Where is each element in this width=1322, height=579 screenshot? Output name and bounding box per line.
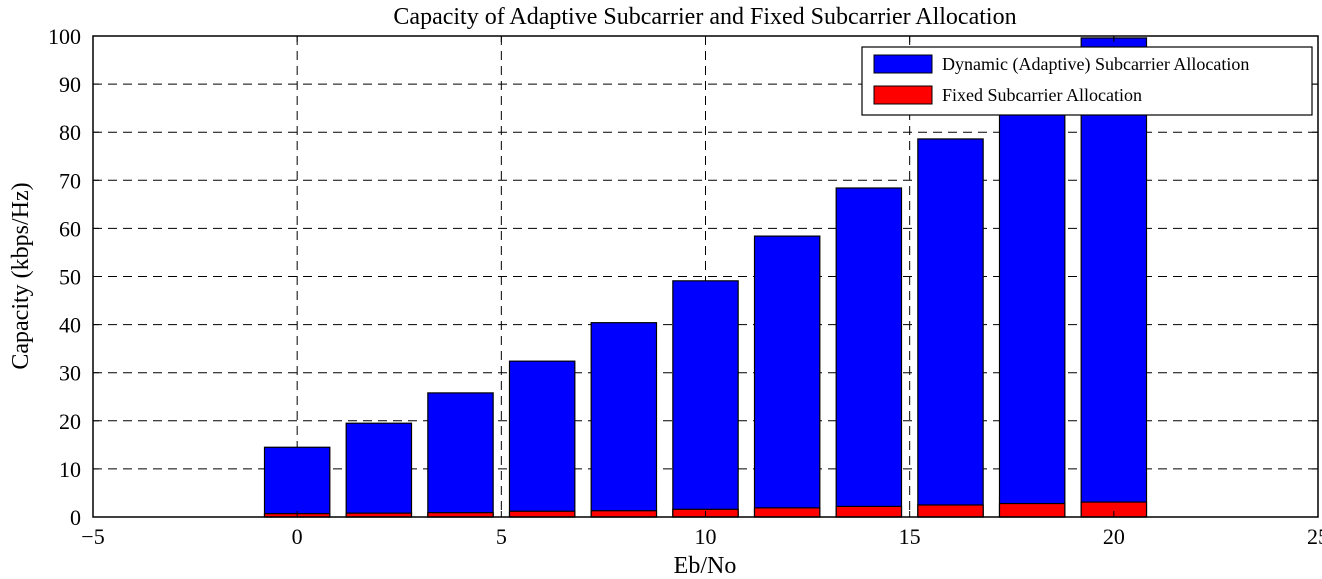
bar-fixed [998, 502, 1066, 518]
y-tick-label: 60 [59, 216, 81, 241]
y-tick-label: 30 [59, 361, 81, 386]
legend: Dynamic (Adaptive) Subcarrier Allocation… [861, 46, 1313, 116]
bar-dynamic [345, 422, 413, 518]
x-axis-label: Eb/No [674, 553, 737, 579]
bar-fixed [917, 504, 984, 518]
x-tick-label: 5 [496, 524, 507, 549]
bars [263, 37, 1148, 518]
x-tick-label: 10 [695, 524, 717, 549]
bar-dynamic [427, 392, 494, 518]
bar-dynamic [753, 235, 821, 518]
bar-dynamic [835, 187, 903, 518]
legend-label: Fixed Subcarrier Allocation [942, 85, 1142, 105]
bar-dynamic [998, 88, 1066, 518]
x-tick-label: 15 [899, 524, 921, 549]
y-tick-label: 10 [59, 457, 81, 482]
y-tick-label: 20 [59, 409, 81, 434]
y-tick-label: 50 [59, 265, 81, 290]
x-tick-label: 0 [292, 524, 303, 549]
legend-label: Dynamic (Adaptive) Subcarrier Allocation [942, 54, 1249, 75]
x-tick-label: 20 [1103, 524, 1125, 549]
bar-fixed [508, 510, 576, 518]
ticks: −505101520250102030405060708090100 [48, 24, 1322, 549]
bar-fixed [835, 505, 903, 518]
y-tick-label: 70 [59, 168, 81, 193]
y-tick-label: 80 [59, 120, 81, 145]
bar-dynamic [263, 446, 331, 518]
legend-box [861, 46, 1313, 116]
bar-fixed [590, 510, 658, 518]
bar-dynamic [1080, 37, 1148, 518]
bar-dynamic [590, 322, 658, 518]
bar-dynamic [917, 138, 984, 518]
bar-fixed [753, 507, 821, 518]
x-tick-label: −5 [81, 524, 104, 549]
legend-swatch [873, 54, 933, 74]
legend-swatch [873, 85, 933, 105]
y-tick-label: 0 [70, 505, 81, 530]
bar-dynamic [508, 360, 576, 518]
y-tick-label: 40 [59, 313, 81, 338]
bar-dynamic [672, 280, 739, 518]
x-tick-label: 25 [1307, 524, 1322, 549]
y-tick-label: 90 [59, 72, 81, 97]
y-tick-label: 100 [48, 24, 81, 49]
y-axis-label: Capacity (kbps/Hz) [8, 182, 34, 369]
chart-title: Capacity of Adaptive Subcarrier and Fixe… [393, 4, 1016, 30]
